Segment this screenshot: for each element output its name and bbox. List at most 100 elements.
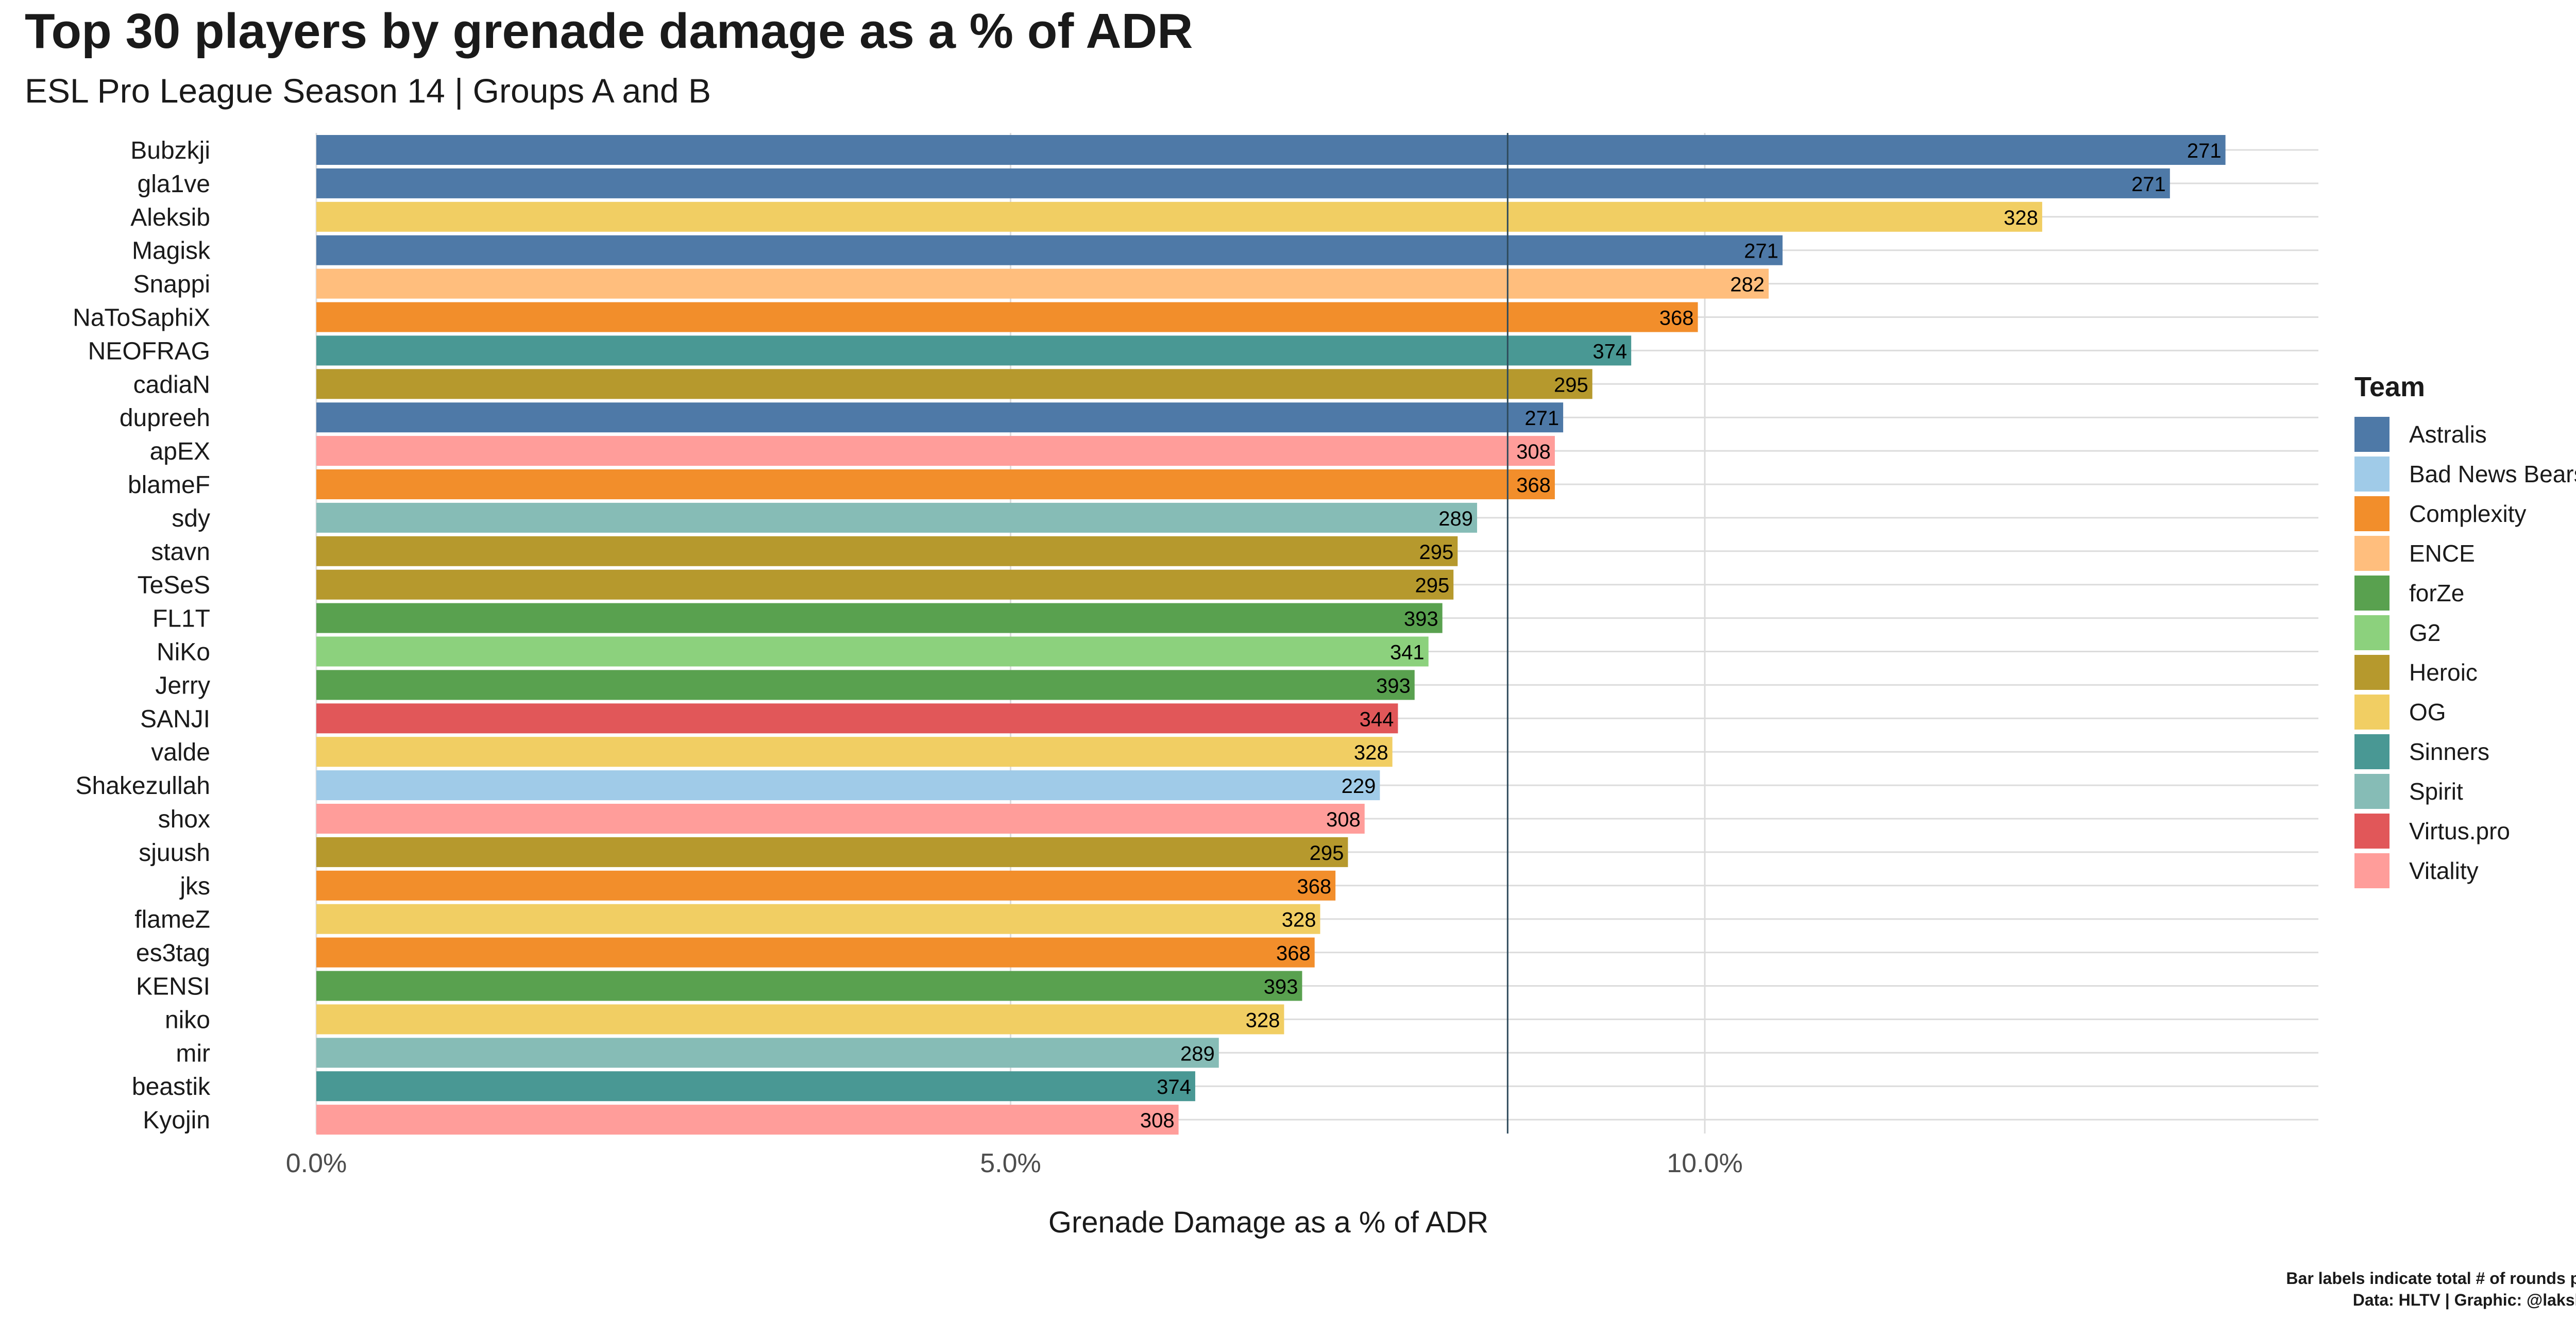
legend-item: Complexity <box>2354 494 2576 533</box>
bar <box>316 268 1769 299</box>
bar-chart: 2712713282712823683742952713083682892952… <box>73 133 2318 1239</box>
bar <box>316 670 1415 700</box>
chart-title: Top 30 players by grenade damage as a % … <box>25 4 1193 59</box>
bar-label: 271 <box>2187 140 2222 162</box>
y-tick-label: NaToSaphiX <box>73 305 210 332</box>
bars-layer: 2712713282712823683742952713083682892952… <box>316 135 2226 1135</box>
legend-label: OG <box>2409 698 2446 725</box>
legend-item: forZe <box>2354 573 2576 613</box>
legend-key <box>2354 496 2389 531</box>
legend-label: ENCE <box>2409 539 2475 567</box>
legend-key <box>2354 734 2389 769</box>
y-tick-label: dupreeh <box>120 404 210 432</box>
bar <box>316 737 1393 767</box>
legend-key <box>2354 456 2389 492</box>
chart-subtitle: ESL Pro League Season 14 | Groups A and … <box>25 72 711 110</box>
legend-item: Heroic <box>2354 652 2576 692</box>
x-axis-ticks: 0.0% 5.0% 10.0% <box>286 1148 1743 1178</box>
bar-label: 328 <box>2004 207 2038 229</box>
bar <box>316 937 1315 968</box>
bar <box>316 135 2226 165</box>
y-tick-label: Aleksib <box>130 204 210 231</box>
bar-label: 308 <box>1516 441 1551 463</box>
legend-item: Virtus.pro <box>2354 811 2576 851</box>
bar <box>316 636 1429 667</box>
bar-label: 289 <box>1438 508 1473 530</box>
legend-item: Spirit <box>2354 771 2576 811</box>
legend-key <box>2354 694 2389 730</box>
bar-label: 393 <box>1264 976 1298 999</box>
bar-label: 328 <box>1354 741 1388 764</box>
legend: Team Astralis Bad News Bears Complexity ENC… <box>2354 371 2576 890</box>
bar-label: 271 <box>1744 240 1778 263</box>
y-tick-label: valde <box>151 739 210 766</box>
bar-label: 328 <box>1282 909 1316 932</box>
y-tick-label: es3tag <box>136 940 210 967</box>
y-axis-labels: Bubzkji gla1ve Aleksib Magisk Snappi NaToSaph… <box>73 137 211 1134</box>
legend-label: Spirit <box>2409 777 2463 805</box>
y-tick-label: Jerry <box>155 672 210 699</box>
legend-item: Bad News Bears <box>2354 454 2576 494</box>
bar <box>316 569 1454 600</box>
y-tick-label: Bubzkji <box>130 137 210 164</box>
bar-label: 393 <box>1376 674 1411 697</box>
y-tick-label: shox <box>158 806 210 833</box>
bar-label: 368 <box>1516 474 1551 497</box>
legend-key <box>2354 615 2389 650</box>
bar-label: 368 <box>1659 307 1694 330</box>
y-tick-label: KENSI <box>136 973 210 1001</box>
legend-key <box>2354 575 2389 611</box>
y-tick-label: niko <box>165 1006 210 1034</box>
legend-label: G2 <box>2409 619 2441 646</box>
y-tick-label: NiKo <box>157 639 210 666</box>
bar <box>316 402 1564 433</box>
bar <box>316 235 1783 265</box>
bar-label: 374 <box>1157 1076 1191 1098</box>
y-tick-label: Shakezullah <box>75 772 210 800</box>
x-tick-label: 5.0% <box>980 1148 1041 1178</box>
bar <box>316 1071 1195 1102</box>
bar <box>316 837 1348 867</box>
legend-item: Astralis <box>2354 414 2576 454</box>
y-tick-label: FL1T <box>152 605 210 633</box>
bar-label: 341 <box>1390 641 1425 664</box>
y-tick-label: sdy <box>172 505 210 532</box>
legend-key <box>2354 813 2389 849</box>
legend-key <box>2354 773 2389 809</box>
bar-label: 289 <box>1180 1042 1215 1065</box>
bar <box>316 502 1478 533</box>
bar <box>316 904 1320 934</box>
bar <box>316 469 1555 499</box>
bar <box>316 971 1302 1001</box>
bar-label: 271 <box>2131 173 2166 196</box>
y-tick-label: jks <box>179 873 210 900</box>
bar-label: 374 <box>1592 340 1627 363</box>
y-tick-label: blameF <box>128 471 210 499</box>
bar <box>316 1105 1179 1135</box>
caption: Bar labels indicate total # of rounds pl… <box>2286 1267 2576 1311</box>
bar <box>316 335 1632 366</box>
bar-label: 368 <box>1297 875 1331 898</box>
bar-label: 328 <box>1246 1009 1280 1031</box>
bar-label: 282 <box>1730 274 1765 296</box>
legend-item: ENCE <box>2354 533 2576 573</box>
x-axis-label: Grenade Damage as a % of ADR <box>1048 1206 1488 1239</box>
legend-key <box>2354 853 2389 888</box>
bar-label: 271 <box>1524 407 1559 430</box>
legend-key <box>2354 654 2389 690</box>
legend-item: Sinners <box>2354 732 2576 771</box>
bar-label: 393 <box>1404 608 1438 631</box>
y-tick-label: mir <box>176 1040 210 1067</box>
y-tick-label: Kyojin <box>143 1107 210 1134</box>
legend-item: Vitality <box>2354 851 2576 890</box>
bar-label: 295 <box>1554 374 1588 396</box>
bar <box>316 603 1443 633</box>
bar-label: 295 <box>1310 842 1344 865</box>
bar-label: 344 <box>1360 708 1394 731</box>
x-tick-label: 10.0% <box>1667 1148 1742 1178</box>
bar <box>316 770 1380 801</box>
y-tick-label: SANJI <box>140 705 210 733</box>
bar <box>316 536 1458 566</box>
y-tick-label: stavn <box>151 538 210 566</box>
y-tick-label: cadiaN <box>133 371 210 398</box>
